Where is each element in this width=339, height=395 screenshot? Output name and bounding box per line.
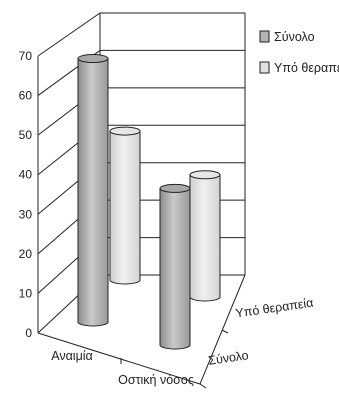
- legend-label: Σύνολο: [274, 30, 315, 44]
- y-tick-label: 20: [19, 247, 33, 261]
- floor-right-edge: [199, 274, 246, 385]
- bar-body: [159, 187, 191, 350]
- y-tick-label: 30: [19, 207, 33, 221]
- depth-axis-labels: Σύνολο Υπό θεραπεία: [207, 296, 314, 368]
- legend-label: Υπό θεραπεία: [274, 61, 339, 75]
- left-wall-gridline: [37, 12, 101, 57]
- bar-Αναιμία-Σύνολο: [77, 54, 109, 327]
- y-tick-label: 50: [19, 128, 33, 142]
- y-tick-label: 40: [19, 168, 33, 182]
- depth-label: Σύνολο: [207, 348, 249, 368]
- floor-front-edge: [37, 332, 201, 385]
- x-category-label: Αναιμία: [51, 349, 93, 363]
- y-tick-label: 60: [19, 89, 33, 103]
- legend-swatch: [259, 30, 270, 43]
- bar-top: [109, 126, 141, 136]
- bar-Αναιμία-Υπό θεραπεία: [109, 126, 141, 285]
- bar-Οστική νόσος-Υπό θεραπεία: [189, 170, 221, 302]
- bar-top: [159, 183, 191, 193]
- y-tick-label: 70: [19, 49, 33, 63]
- depth-label: Υπό θεραπεία: [235, 296, 315, 321]
- y-tick-label: 10: [19, 286, 33, 300]
- bar-Οστική νόσος-Σύνολο: [159, 183, 191, 350]
- bar-top: [77, 54, 109, 64]
- bar-body: [77, 58, 109, 327]
- y-axis-ticks: 0 10 20 30 40 50 60 70: [19, 49, 33, 340]
- depth-tick: [199, 383, 207, 389]
- bar-top: [189, 170, 221, 180]
- legend-swatch: [259, 61, 270, 74]
- x-category-label: Οστική νόσος: [118, 373, 194, 387]
- legend: Σύνολο Υπό θεραπεία: [259, 30, 339, 75]
- bars: [77, 54, 221, 350]
- bar-body: [189, 174, 221, 302]
- y-tick-label: 0: [25, 326, 32, 340]
- bar-body: [109, 130, 141, 285]
- x-axis-labels: Αναιμία Οστική νόσος: [51, 349, 194, 387]
- depth-tick: [221, 329, 229, 334]
